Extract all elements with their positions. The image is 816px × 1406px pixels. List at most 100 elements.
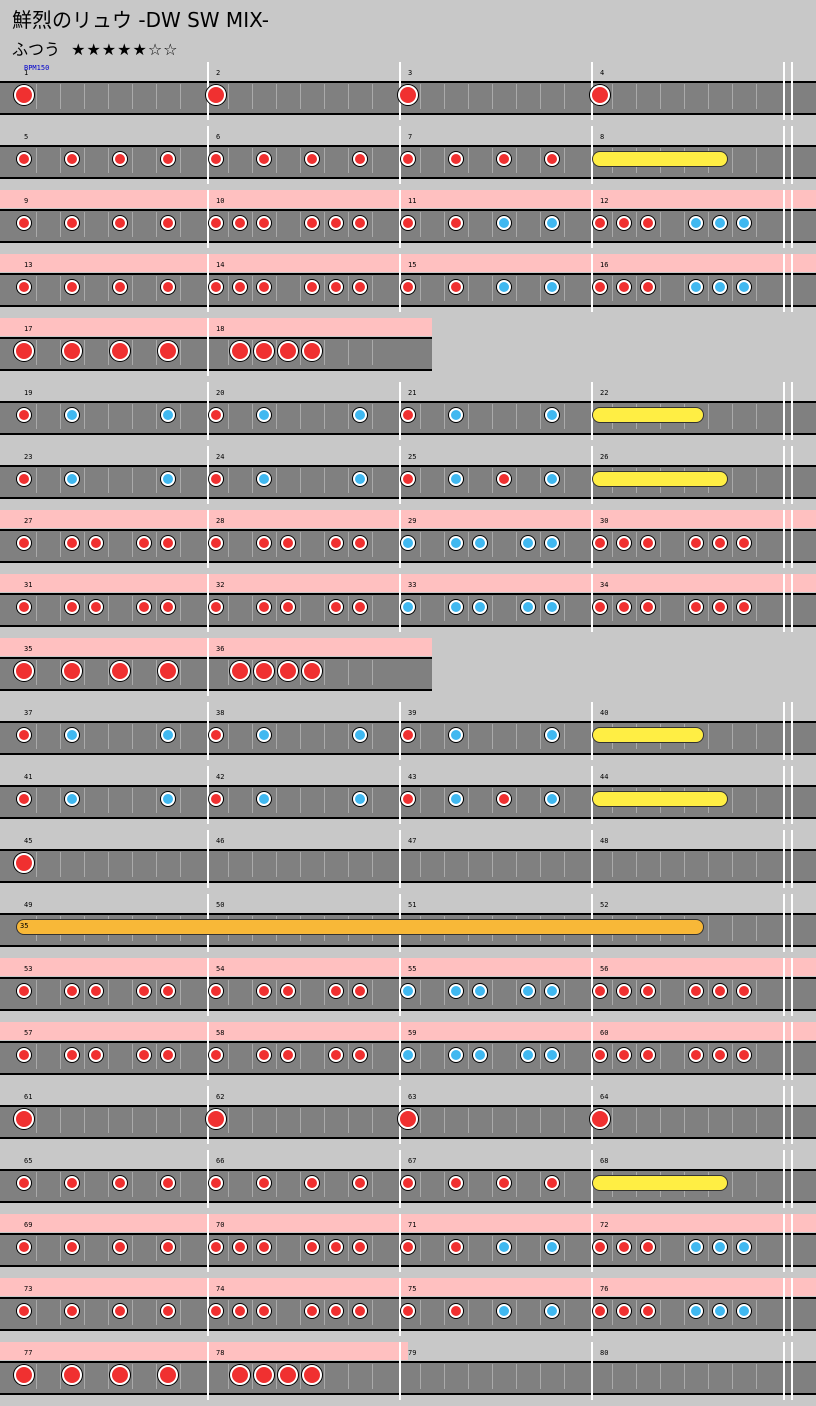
beat-line — [180, 84, 181, 109]
chart-row: 61 62 63 64 — [0, 1086, 816, 1150]
beat-line — [420, 212, 421, 237]
measure-line — [591, 190, 593, 248]
beat-line — [132, 148, 133, 173]
beat-line — [516, 276, 517, 301]
don-note — [353, 1240, 367, 1254]
beat-line — [420, 276, 421, 301]
beat-line — [612, 1044, 613, 1069]
measure-line — [591, 254, 593, 312]
beat-line — [444, 1172, 445, 1197]
gogo-band — [0, 1022, 816, 1040]
measure-line — [791, 830, 793, 888]
beat-line — [180, 980, 181, 1005]
ka-note — [545, 280, 559, 294]
beat-line — [156, 340, 157, 365]
measure-number: 47 — [408, 837, 417, 845]
beat-line — [132, 1364, 133, 1389]
don-note — [497, 792, 511, 806]
beat-line — [348, 148, 349, 173]
big-don-note — [254, 1365, 274, 1385]
beat-line — [732, 916, 733, 941]
beat-line — [468, 1044, 469, 1069]
don-note — [209, 536, 223, 550]
beat-line — [252, 980, 253, 1005]
measure-number: 27 — [24, 517, 33, 525]
beat-line — [324, 404, 325, 429]
don-note — [89, 600, 103, 614]
beat-line — [60, 212, 61, 237]
don-note — [401, 408, 415, 422]
don-note — [353, 600, 367, 614]
ka-note — [545, 536, 559, 550]
beat-line — [252, 1364, 253, 1389]
beat-line — [36, 404, 37, 429]
beat-line — [84, 788, 85, 813]
ka-note — [545, 1048, 559, 1062]
chart-row: 27 28 29 30 — [0, 510, 816, 574]
beat-line — [612, 532, 613, 557]
beat-line — [516, 724, 517, 749]
beat-line — [420, 1300, 421, 1325]
don-note — [713, 984, 727, 998]
beat-line — [348, 1300, 349, 1325]
big-don-note — [254, 661, 274, 681]
big-don-note — [230, 341, 250, 361]
beat-line — [180, 660, 181, 685]
measure-number: 34 — [600, 581, 609, 589]
measure-number: 23 — [24, 453, 33, 461]
beat-line — [372, 724, 373, 749]
beat-line — [252, 596, 253, 621]
beat-line — [444, 148, 445, 173]
don-note — [17, 280, 31, 294]
chart-row: 37 38 39 40 — [0, 702, 816, 766]
beat-line — [708, 1108, 709, 1133]
chart-row: 49 50 51 52 35 — [0, 894, 816, 958]
measure-number: 45 — [24, 837, 33, 845]
ka-note — [257, 472, 271, 486]
measure-number: 41 — [24, 773, 33, 781]
beat-line — [156, 212, 157, 237]
beat-line — [708, 1236, 709, 1261]
drumroll — [592, 407, 704, 423]
don-note — [281, 600, 295, 614]
beat-line — [300, 1172, 301, 1197]
don-note — [257, 216, 271, 230]
measure-number: 35 — [24, 645, 33, 653]
measure-number: 50 — [216, 901, 225, 909]
measure-line — [399, 382, 401, 440]
beat-line — [252, 852, 253, 877]
beat-line — [732, 724, 733, 749]
beat-line — [636, 212, 637, 237]
beat-line — [324, 596, 325, 621]
beat-line — [348, 340, 349, 365]
don-note — [305, 1176, 319, 1190]
don-note — [617, 1048, 631, 1062]
don-note — [257, 1304, 271, 1318]
beat-line — [348, 724, 349, 749]
don-note — [65, 1240, 79, 1254]
don-note — [353, 536, 367, 550]
measure-line — [791, 446, 793, 504]
drumroll — [592, 151, 728, 167]
don-note — [641, 216, 655, 230]
beat-line — [708, 1044, 709, 1069]
don-note — [17, 1304, 31, 1318]
beat-line — [276, 1300, 277, 1325]
difficulty-label: ふつう — [12, 40, 61, 59]
beat-line — [420, 724, 421, 749]
big-don-note — [14, 85, 34, 105]
measure-number: 13 — [24, 261, 33, 269]
beat-line — [60, 596, 61, 621]
beat-line — [372, 1108, 373, 1133]
don-note — [641, 984, 655, 998]
beat-line — [636, 276, 637, 301]
don-note — [281, 984, 295, 998]
beat-line — [708, 724, 709, 749]
beat-line — [300, 724, 301, 749]
don-note — [137, 984, 151, 998]
beat-line — [756, 84, 757, 109]
ka-note — [353, 792, 367, 806]
don-note — [401, 152, 415, 166]
beat-line — [684, 596, 685, 621]
chart-row: 35 36 — [0, 638, 816, 702]
